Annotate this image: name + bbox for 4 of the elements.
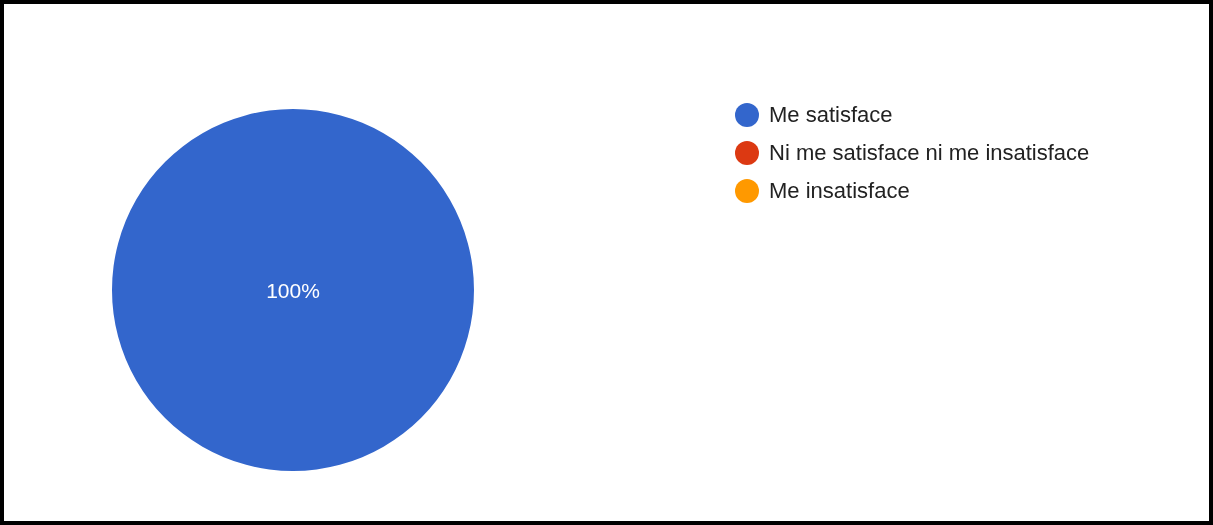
legend-label: Ni me satisface ni me insatisface xyxy=(769,140,1090,166)
legend-label: Me insatisface xyxy=(769,178,910,204)
legend-label: Me satisface xyxy=(769,102,893,128)
data-label: 100% xyxy=(266,278,320,302)
